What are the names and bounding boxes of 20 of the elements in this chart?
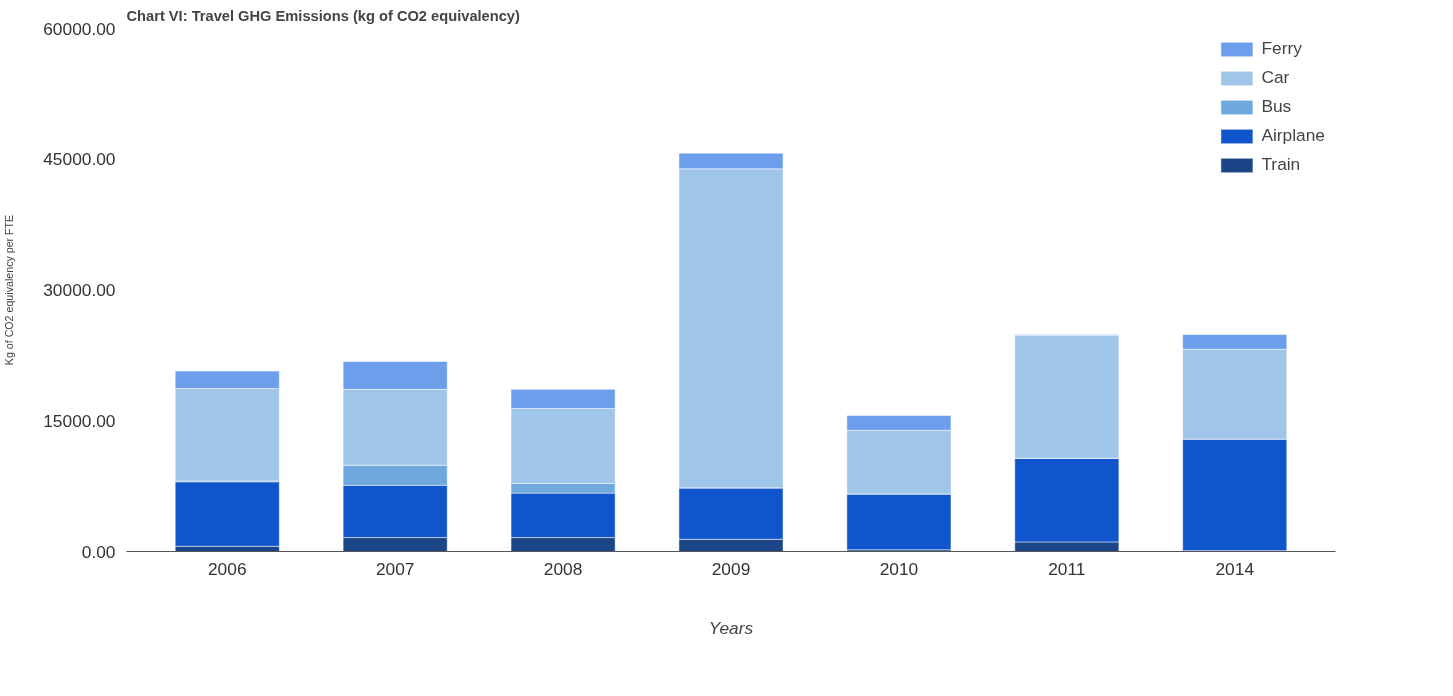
y-tick-label: 15000.00 — [43, 410, 116, 431]
x-axis-title: Years — [708, 617, 754, 638]
x-tick-label: 2007 — [375, 558, 415, 579]
y-axis-title: Kg of CO2 equivalency per FTE — [3, 214, 16, 366]
chart-title: Chart VI: Travel GHG Emissions (kg of CO2 equivalency) — [126, 7, 520, 24]
legend-label: Bus — [1261, 96, 1292, 117]
legend-label: Car — [1261, 67, 1290, 88]
y-tick-label: 0.00 — [81, 541, 116, 562]
x-tick-label: 2014 — [1215, 558, 1255, 579]
legend-label: Ferry — [1261, 38, 1302, 59]
x-tick-label: 2006 — [207, 558, 247, 579]
y-tick-label: 60000.00 — [43, 18, 116, 39]
y-tick-label: 30000.00 — [43, 280, 116, 300]
x-tick-label: 2010 — [879, 558, 919, 579]
legend-label: Airplane — [1261, 125, 1325, 146]
x-tick-label: 2009 — [711, 558, 751, 579]
x-tick-label: 2008 — [543, 558, 583, 579]
legend-label: Train — [1261, 154, 1301, 175]
x-tick-label: 2011 — [1048, 558, 1086, 579]
y-tick-label: 45000.00 — [43, 149, 116, 170]
